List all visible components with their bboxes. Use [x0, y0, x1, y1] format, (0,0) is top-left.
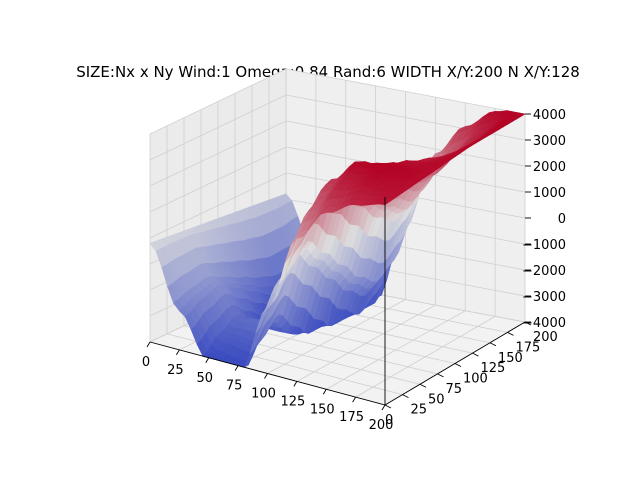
tick-marks: [146, 113, 532, 411]
left-gridline-z: [149, 94, 287, 161]
chart-title: SIZE:Nx x Ny Wind:1 Omega:0.84 Rand:6 WI…: [76, 63, 580, 81]
x-tick-label: 25: [167, 363, 184, 378]
y-tick: [402, 394, 409, 399]
z-tick-label: 0: [558, 212, 566, 227]
y-tick: [507, 331, 514, 336]
left-gridline-z: [149, 68, 287, 135]
y-tick-label: 200: [533, 330, 558, 345]
x-tick: [381, 404, 386, 411]
z-tick-label: 3000: [533, 134, 566, 149]
z-tick-label: 4000: [533, 108, 566, 123]
z-tick-label: −3000: [522, 290, 566, 305]
x-tick: [293, 381, 298, 387]
x-tick: [264, 373, 268, 379]
y-tick: [524, 321, 532, 326]
y-tick-label: 0: [385, 413, 393, 428]
y-tick-label: 75: [446, 382, 463, 397]
back-gridline-z: [285, 68, 526, 115]
left-gridline-z: [149, 120, 287, 187]
y-tick-label: 150: [498, 351, 523, 366]
z-tick-label: −4000: [522, 316, 566, 331]
x-tick-label: 175: [339, 410, 364, 425]
y-tick: [419, 383, 427, 388]
x-tick-label: 100: [251, 387, 276, 402]
left-gridline-z: [149, 146, 287, 213]
x-tick-label: 150: [310, 402, 335, 417]
tick-labels: 0255075100125150175200025507510012515017…: [142, 108, 566, 433]
x-tick: [205, 357, 210, 363]
x-tick: [146, 341, 151, 348]
y-tick: [472, 352, 479, 357]
y-tick: [384, 404, 392, 409]
left-gridline-z: [149, 172, 287, 239]
y-tick: [489, 342, 497, 347]
x-tick-label: 50: [197, 371, 214, 386]
y-tick: [454, 363, 462, 367]
x-tick-label: 75: [226, 379, 243, 394]
y-tick-label: 175: [516, 340, 541, 355]
x-tick: [175, 349, 180, 356]
z-tick-label: −1000: [522, 238, 566, 253]
surface-mesh: [149, 110, 526, 368]
x-tick: [352, 396, 357, 403]
y-tick-label: 50: [428, 392, 445, 407]
x-tick: [322, 389, 327, 395]
y-tick-label: 125: [481, 361, 506, 376]
y-tick-label: 25: [411, 403, 428, 418]
y-tick: [437, 373, 444, 378]
x-tick-label: 200: [369, 418, 394, 433]
surface-facet: [378, 200, 391, 206]
y-tick-label: 100: [463, 372, 488, 387]
z-tick-label: −2000: [522, 264, 566, 279]
x-tick: [234, 365, 239, 371]
z-tick-label: 2000: [533, 160, 566, 175]
z-tick-label: 1000: [533, 186, 566, 201]
x-tick-label: 0: [142, 355, 150, 370]
back-gridline-z: [285, 120, 526, 167]
x-tick-label: 125: [280, 394, 305, 409]
